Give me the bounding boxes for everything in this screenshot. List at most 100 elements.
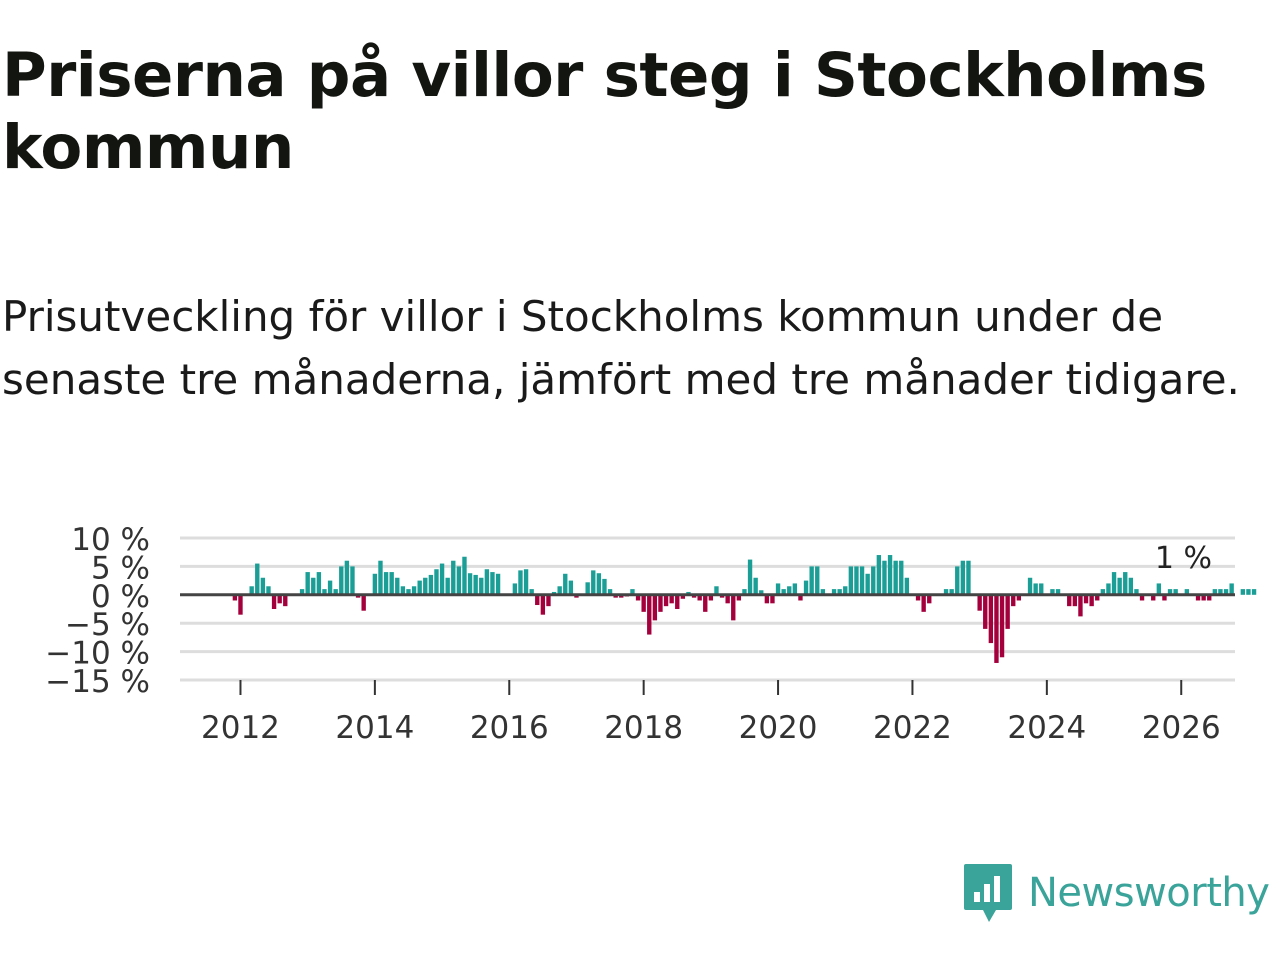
bar	[815, 566, 820, 595]
chart-title: Priserna på villor steg i Stockholms kom…	[2, 40, 1207, 183]
bar	[943, 589, 949, 595]
bar	[1251, 589, 1257, 595]
bar	[1184, 589, 1190, 595]
bar	[602, 578, 607, 595]
bar	[876, 555, 882, 595]
bar	[540, 594, 546, 615]
bar	[333, 589, 338, 595]
bar	[1212, 589, 1218, 595]
bar	[809, 566, 814, 595]
bar	[893, 560, 898, 595]
bar	[546, 594, 551, 607]
bar	[400, 586, 406, 595]
bar	[445, 577, 450, 595]
bar	[770, 594, 775, 604]
bar	[490, 572, 495, 595]
bar	[859, 566, 865, 595]
bar	[977, 594, 982, 611]
y-tick-label: 0 %	[91, 579, 150, 615]
bar	[467, 573, 473, 595]
bar	[311, 577, 316, 595]
bar	[1229, 583, 1234, 595]
brand-name: Newsworthy	[1028, 870, 1270, 916]
bar	[1162, 594, 1167, 601]
bar	[344, 560, 350, 595]
bar	[322, 589, 327, 595]
bar	[260, 577, 266, 595]
bar	[283, 594, 288, 607]
bar	[255, 563, 260, 595]
bar	[389, 572, 394, 595]
bar	[327, 580, 333, 595]
bar	[1207, 594, 1212, 601]
bar	[1005, 594, 1010, 629]
bar	[1195, 594, 1201, 601]
bar	[753, 577, 758, 595]
bar	[1011, 594, 1016, 607]
bar	[843, 586, 848, 595]
bar	[1089, 594, 1094, 607]
bar	[675, 594, 680, 609]
bar	[999, 594, 1005, 658]
bar	[764, 594, 770, 604]
bar	[759, 590, 764, 595]
bar	[960, 560, 966, 595]
bar	[383, 572, 389, 595]
bar	[1223, 589, 1229, 595]
bar	[378, 560, 383, 595]
y-tick-label: −5 %	[65, 607, 150, 643]
bar	[798, 594, 803, 601]
y-tick-label: −10 %	[45, 636, 150, 672]
bar	[887, 555, 893, 595]
bar	[1201, 594, 1206, 601]
bar	[647, 594, 652, 635]
bar	[563, 573, 568, 595]
bar	[361, 594, 366, 611]
bar	[484, 569, 490, 595]
bar	[423, 577, 428, 595]
bar	[983, 594, 988, 629]
bar	[1100, 589, 1106, 595]
bar	[271, 594, 277, 609]
bar	[299, 589, 305, 595]
bar	[1167, 589, 1173, 595]
bar	[848, 566, 854, 595]
bar	[1039, 583, 1044, 595]
x-tick-label: 2018	[604, 710, 683, 746]
y-tick-label: 10 %	[71, 522, 150, 558]
bar	[781, 589, 786, 595]
bar	[1016, 594, 1022, 601]
gridlines	[180, 536, 1235, 682]
x-tick-label: 2020	[739, 710, 818, 746]
bar	[1139, 594, 1145, 601]
bar	[316, 572, 322, 595]
bar	[495, 573, 501, 595]
bar	[479, 577, 484, 595]
bar	[372, 573, 378, 595]
bar	[512, 583, 518, 595]
bar	[557, 586, 562, 595]
bar	[1123, 572, 1128, 595]
bar	[994, 594, 999, 663]
bar	[232, 594, 238, 601]
bar	[395, 577, 400, 595]
bar	[1050, 589, 1055, 595]
bar	[1117, 577, 1122, 595]
bar	[1095, 594, 1100, 601]
bar	[1067, 594, 1072, 607]
bar	[669, 594, 674, 604]
bar	[1083, 594, 1089, 604]
bar	[955, 566, 960, 595]
bar	[277, 594, 282, 604]
bar	[915, 594, 921, 601]
bar	[1055, 589, 1061, 595]
bar	[747, 559, 753, 595]
bar	[1151, 594, 1156, 601]
bar	[1072, 594, 1078, 607]
bar	[1218, 589, 1223, 595]
x-tick-label: 2016	[470, 710, 549, 746]
bar	[339, 566, 344, 595]
bar	[921, 594, 926, 612]
bar	[775, 583, 781, 595]
bar	[266, 586, 271, 595]
